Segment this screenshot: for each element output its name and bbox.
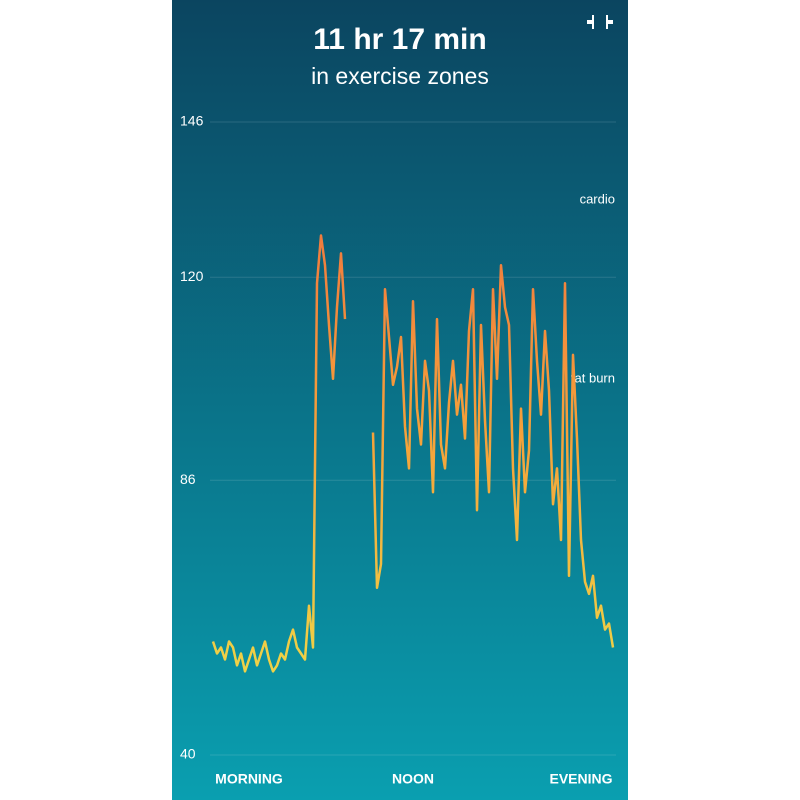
x-tick-label: MORNING (215, 771, 283, 787)
zone-label: cardio (580, 191, 615, 206)
subtitle: in exercise zones (311, 63, 489, 89)
x-tick-label: NOON (392, 771, 434, 787)
y-tick-label: 40 (180, 746, 196, 762)
title: 11 hr 17 min (313, 23, 486, 56)
x-tick-label: EVENING (549, 771, 612, 787)
collapse-icon[interactable] (587, 15, 613, 29)
y-tick-label: 86 (180, 471, 196, 487)
y-tick-label: 120 (180, 268, 204, 284)
heart-rate-line (211, 234, 615, 673)
screen-background (172, 0, 628, 800)
y-tick-label: 146 (180, 113, 204, 129)
zone-label: fat burn (571, 370, 615, 385)
